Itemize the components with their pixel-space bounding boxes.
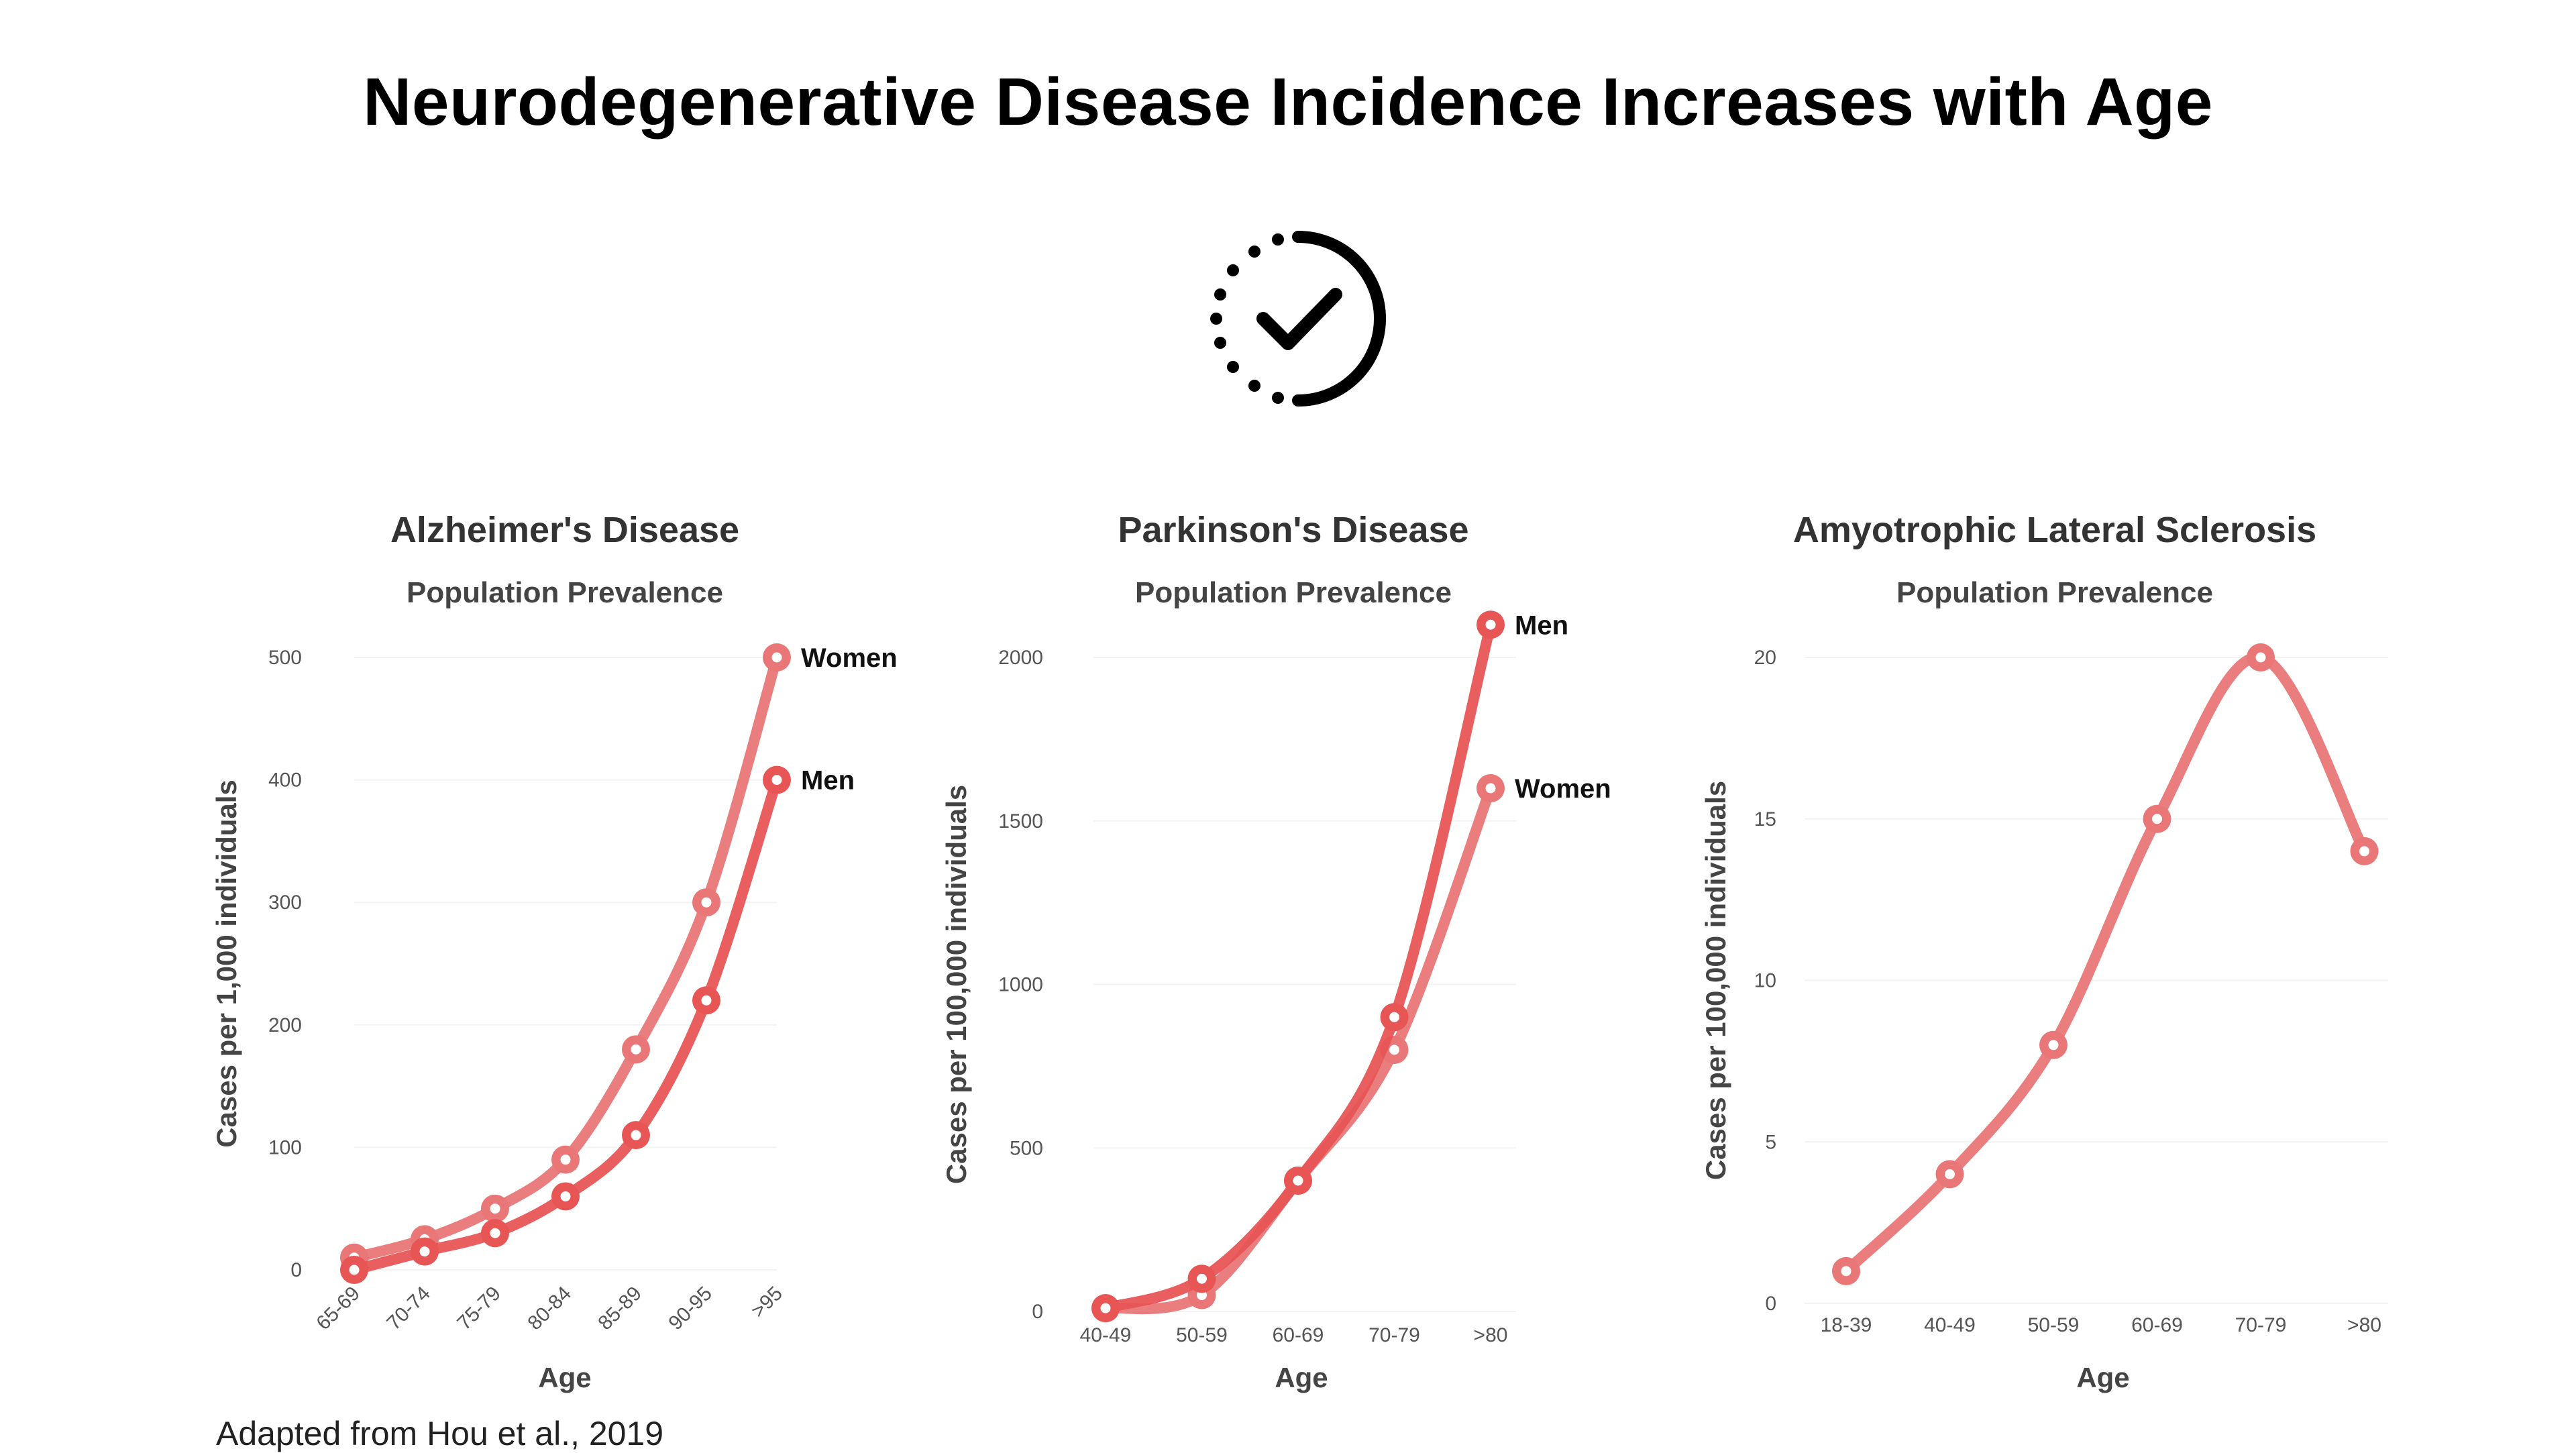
y-tick-label: 500 <box>268 647 302 669</box>
x-tick-label: 70-79 <box>1368 1324 1420 1346</box>
data-point-center <box>2152 814 2162 824</box>
data-point-center <box>1841 1266 1851 1277</box>
data-point-center <box>631 1044 641 1055</box>
y-tick-label: 15 <box>1754 808 1776 830</box>
x-tick-label: 90-95 <box>664 1283 716 1335</box>
data-point-center <box>490 1228 500 1238</box>
series-label: Men <box>801 766 855 796</box>
y-tick-label: 300 <box>268 892 302 914</box>
y-tick-label: 1000 <box>998 974 1043 996</box>
x-tick-label: 70-74 <box>382 1283 435 1335</box>
y-axis-label: Cases per 100,000 individuals <box>1700 781 1731 1180</box>
data-point-center <box>1197 1273 1207 1284</box>
series-label: Women <box>801 643 898 673</box>
y-tick-label: 0 <box>290 1259 302 1281</box>
x-axis-label: Age <box>1275 1362 1328 1393</box>
data-point-center <box>1293 1175 1303 1186</box>
data-point-center <box>1485 619 1496 630</box>
y-tick-label: 500 <box>1010 1137 1043 1159</box>
data-point-center <box>560 1191 571 1201</box>
data-point-center <box>2048 1040 2059 1051</box>
x-tick-label: 18-39 <box>1821 1314 1872 1336</box>
x-tick-label: 60-69 <box>2131 1314 2183 1336</box>
x-tick-label: 50-59 <box>1176 1324 1228 1346</box>
data-point-center <box>701 897 712 908</box>
data-point-center <box>490 1203 500 1214</box>
y-tick-label: 5 <box>1765 1131 1776 1153</box>
data-point-center <box>701 995 712 1006</box>
y-tick-label: 10 <box>1754 970 1776 992</box>
y-tick-label: 0 <box>1032 1301 1043 1323</box>
chart-subtitle: Population Prevalence <box>1135 576 1452 609</box>
series-line <box>1841 651 2370 1277</box>
data-point-center <box>1485 783 1496 794</box>
chart-panel-3: Amyotrophic Lateral Sclerosis Population … <box>1700 510 2388 1393</box>
clock-check-icon <box>1204 225 1392 413</box>
data-point-center <box>1389 1044 1399 1055</box>
data-point-center <box>419 1246 430 1257</box>
source-note: Adapted from Hou et al., 2019 <box>216 1415 664 1452</box>
data-point-center <box>349 1264 360 1275</box>
x-tick-label: 85-89 <box>594 1283 646 1335</box>
data-point-center <box>560 1154 571 1165</box>
x-tick-label: 70-79 <box>2235 1314 2287 1336</box>
y-tick-label: 2000 <box>998 647 1043 669</box>
data-point-center <box>1100 1303 1111 1313</box>
series-label: Women <box>1515 774 1611 804</box>
data-point-center <box>2359 846 2369 857</box>
x-tick-label: 75-79 <box>453 1283 505 1335</box>
chart-panel-1: Alzheimer's Disease Population Prevalence… <box>211 510 898 1393</box>
x-tick-label: >95 <box>747 1283 787 1322</box>
x-axis-label: Age <box>538 1362 591 1393</box>
y-axis-label: Cases per 1,000 individuals <box>211 779 242 1148</box>
x-tick-label: 50-59 <box>2028 1314 2080 1336</box>
page-title: Neurodegenerative Disease Incidence Incr… <box>363 64 2213 140</box>
x-tick-label: 65-69 <box>312 1283 364 1335</box>
chart-subtitle: Population Prevalence <box>407 576 723 609</box>
data-point-center <box>1945 1169 1955 1179</box>
chart-title: Parkinson's Disease <box>1118 510 1468 550</box>
data-point-center <box>771 775 782 786</box>
chart-title: Alzheimer's Disease <box>390 510 739 550</box>
x-tick-label: 40-49 <box>1924 1314 1976 1336</box>
y-tick-label: 400 <box>268 769 302 792</box>
series-label: Men <box>1515 610 1568 640</box>
data-point-center <box>2255 652 2266 663</box>
chart-title: Amyotrophic Lateral Sclerosis <box>1793 510 2316 550</box>
y-tick-label: 1500 <box>998 810 1043 832</box>
x-tick-label: 80-84 <box>523 1283 576 1335</box>
data-point-center <box>1389 1012 1399 1022</box>
y-tick-label: 0 <box>1765 1293 1776 1315</box>
y-tick-label: 100 <box>268 1136 302 1159</box>
chart-subtitle: Population Prevalence <box>1896 576 2213 609</box>
data-point-center <box>631 1130 641 1140</box>
x-tick-label: >80 <box>2347 1314 2381 1336</box>
x-tick-label: 40-49 <box>1080 1324 1132 1346</box>
y-tick-label: 200 <box>268 1014 302 1036</box>
y-axis-label: Cases per 100,000 individuals <box>941 785 972 1184</box>
x-axis-label: Age <box>2076 1362 2129 1393</box>
chart-panel-2: Parkinson's Disease Population Prevalence… <box>941 510 1611 1393</box>
data-point-center <box>771 652 782 663</box>
x-tick-label: 60-69 <box>1273 1324 1324 1346</box>
x-tick-label: >80 <box>1474 1324 1508 1346</box>
y-tick-label: 20 <box>1754 647 1776 669</box>
